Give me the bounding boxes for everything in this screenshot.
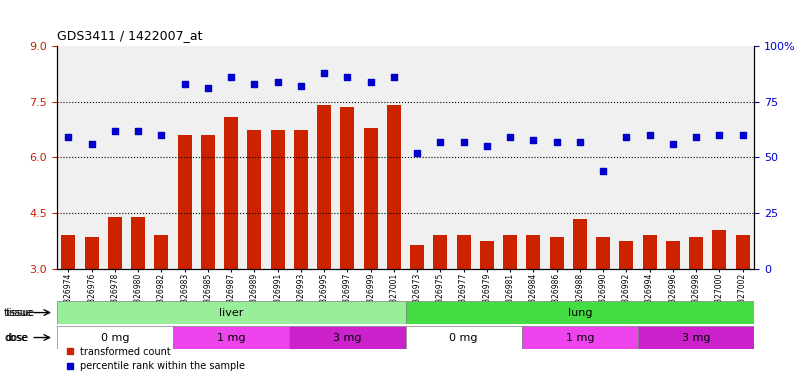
Text: liver: liver bbox=[219, 308, 243, 318]
Bar bbox=[387, 106, 401, 269]
Bar bbox=[550, 237, 564, 269]
Bar bbox=[573, 219, 587, 269]
FancyBboxPatch shape bbox=[521, 326, 638, 349]
Bar bbox=[154, 235, 169, 269]
Text: 1 mg: 1 mg bbox=[565, 333, 594, 343]
Point bbox=[550, 139, 563, 145]
FancyBboxPatch shape bbox=[638, 326, 754, 349]
Point bbox=[388, 74, 401, 80]
Point bbox=[667, 141, 680, 147]
Text: 0 mg: 0 mg bbox=[449, 333, 478, 343]
Point bbox=[341, 74, 354, 80]
Bar bbox=[84, 237, 99, 269]
FancyBboxPatch shape bbox=[57, 301, 406, 324]
Text: dose: dose bbox=[4, 333, 28, 343]
Text: lung: lung bbox=[568, 308, 592, 318]
Text: 3 mg: 3 mg bbox=[682, 333, 710, 343]
Text: tissue: tissue bbox=[4, 308, 33, 318]
Point bbox=[504, 134, 517, 141]
Bar bbox=[62, 235, 75, 269]
Point bbox=[201, 85, 214, 91]
Bar bbox=[341, 107, 354, 269]
FancyBboxPatch shape bbox=[173, 326, 290, 349]
Bar bbox=[317, 106, 331, 269]
Bar bbox=[666, 241, 680, 269]
Text: GDS3411 / 1422007_at: GDS3411 / 1422007_at bbox=[57, 29, 202, 42]
Bar bbox=[689, 237, 703, 269]
Legend: transformed count, percentile rank within the sample: transformed count, percentile rank withi… bbox=[62, 343, 249, 375]
Bar bbox=[526, 235, 540, 269]
Point bbox=[271, 79, 284, 85]
Point bbox=[62, 134, 75, 141]
Bar bbox=[224, 117, 238, 269]
Bar bbox=[363, 128, 378, 269]
Text: tissue: tissue bbox=[6, 308, 35, 318]
Point bbox=[410, 150, 423, 156]
Point bbox=[620, 134, 633, 141]
Point bbox=[318, 70, 331, 76]
Point bbox=[689, 134, 702, 141]
Point bbox=[294, 83, 307, 89]
Point bbox=[736, 132, 749, 138]
Point bbox=[457, 139, 470, 145]
Text: 1 mg: 1 mg bbox=[217, 333, 246, 343]
Point bbox=[248, 81, 261, 87]
Bar bbox=[736, 235, 749, 269]
Bar bbox=[503, 235, 517, 269]
Bar bbox=[410, 245, 424, 269]
Bar bbox=[642, 235, 657, 269]
FancyBboxPatch shape bbox=[406, 301, 754, 324]
Bar bbox=[457, 235, 470, 269]
Text: 0 mg: 0 mg bbox=[101, 333, 129, 343]
Point bbox=[434, 139, 447, 145]
Bar bbox=[201, 135, 215, 269]
Point bbox=[109, 127, 122, 134]
Point bbox=[713, 132, 726, 138]
Point bbox=[155, 132, 168, 138]
Bar bbox=[247, 129, 261, 269]
Point bbox=[643, 132, 656, 138]
Point bbox=[573, 139, 586, 145]
Text: dose: dose bbox=[6, 333, 29, 343]
Point bbox=[364, 79, 377, 85]
Bar bbox=[433, 235, 448, 269]
Bar bbox=[712, 230, 727, 269]
Bar bbox=[620, 241, 633, 269]
Point bbox=[480, 143, 493, 149]
Text: 3 mg: 3 mg bbox=[333, 333, 362, 343]
Point bbox=[225, 74, 238, 80]
Point bbox=[85, 141, 98, 147]
FancyBboxPatch shape bbox=[406, 326, 521, 349]
Bar bbox=[294, 129, 308, 269]
Point bbox=[597, 168, 610, 174]
FancyBboxPatch shape bbox=[290, 326, 406, 349]
Bar bbox=[131, 217, 145, 269]
FancyBboxPatch shape bbox=[57, 326, 173, 349]
Bar bbox=[480, 241, 494, 269]
Point bbox=[131, 127, 144, 134]
Point bbox=[527, 137, 540, 143]
Bar bbox=[108, 217, 122, 269]
Point bbox=[178, 81, 191, 87]
Bar bbox=[178, 135, 191, 269]
Bar bbox=[271, 129, 285, 269]
Bar bbox=[596, 237, 610, 269]
